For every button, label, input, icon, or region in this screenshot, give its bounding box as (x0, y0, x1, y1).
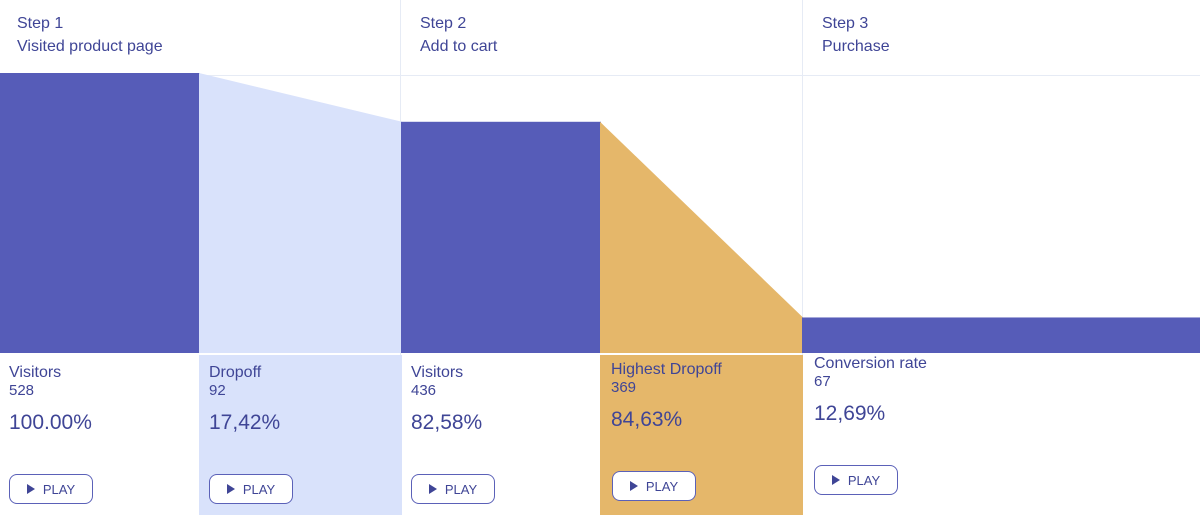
step-1-header: Step 1 Visited product page (17, 12, 163, 58)
stat-label: Highest Dropoff (611, 361, 722, 378)
play-button-highest-dropoff[interactable]: PLAY (612, 471, 696, 501)
play-label: PLAY (847, 472, 881, 488)
stat-count: 528 (9, 382, 35, 399)
bar-add-to-cart (401, 121, 601, 354)
stat-label: Visitors (9, 364, 62, 381)
header-divider (0, 75, 1200, 76)
stat-count: 436 (411, 382, 437, 399)
play-label: PLAY (645, 478, 679, 494)
step-divider-2 (802, 0, 803, 515)
dropoff-area-step-2 (600, 121, 803, 354)
step-2-header: Step 2 Add to cart (420, 12, 497, 58)
stat-percent: 100.00% (9, 411, 92, 434)
step-3-header: Step 3 Purchase (822, 12, 890, 58)
play-button-visitors-step-1[interactable]: PLAY (9, 474, 93, 504)
play-button-visitors-step-2[interactable]: PLAY (411, 474, 495, 504)
play-button-dropoff-step-1[interactable]: PLAY (209, 474, 293, 504)
stat-count: 92 (209, 382, 226, 399)
stat-percent: 12,69% (814, 402, 886, 425)
step-3-number: Step 3 (822, 15, 869, 32)
stat-percent: 17,42% (209, 411, 281, 434)
step-2-name: Add to cart (420, 38, 498, 55)
stat-percent: 82,58% (411, 411, 483, 434)
play-icon (831, 475, 840, 485)
stat-count: 369 (611, 379, 637, 396)
stat-label: Conversion rate (814, 355, 927, 372)
stat-label: Visitors (411, 364, 464, 381)
play-label: PLAY (42, 481, 76, 497)
stat-visitors-step-2: Visitors 436 82,58% (411, 364, 482, 436)
step-3-name: Purchase (822, 38, 890, 55)
bar-purchase (802, 317, 1200, 353)
dropoff-area-step-1 (199, 73, 402, 353)
stat-visitors-step-1: Visitors 528 100.00% (9, 364, 92, 436)
play-icon (226, 484, 235, 494)
stat-conversion-rate: Conversion rate 67 12,69% (814, 355, 927, 427)
stat-dropoff-step-1: Dropoff 92 17,42% (209, 364, 280, 436)
step-1-number: Step 1 (17, 15, 64, 32)
bar-visited-product-page (0, 73, 200, 353)
play-icon (428, 484, 437, 494)
step-2-number: Step 2 (420, 15, 467, 32)
stat-percent: 84,63% (611, 408, 683, 431)
stat-label: Dropoff (209, 364, 262, 381)
play-icon (26, 484, 35, 494)
play-button-conversion[interactable]: PLAY (814, 465, 898, 495)
step-1-name: Visited product page (17, 38, 163, 55)
stat-count: 67 (814, 373, 831, 390)
play-label: PLAY (444, 481, 478, 497)
stat-highest-dropoff-step-2: Highest Dropoff 369 84,63% (611, 361, 722, 433)
play-label: PLAY (242, 481, 276, 497)
play-icon (629, 481, 638, 491)
